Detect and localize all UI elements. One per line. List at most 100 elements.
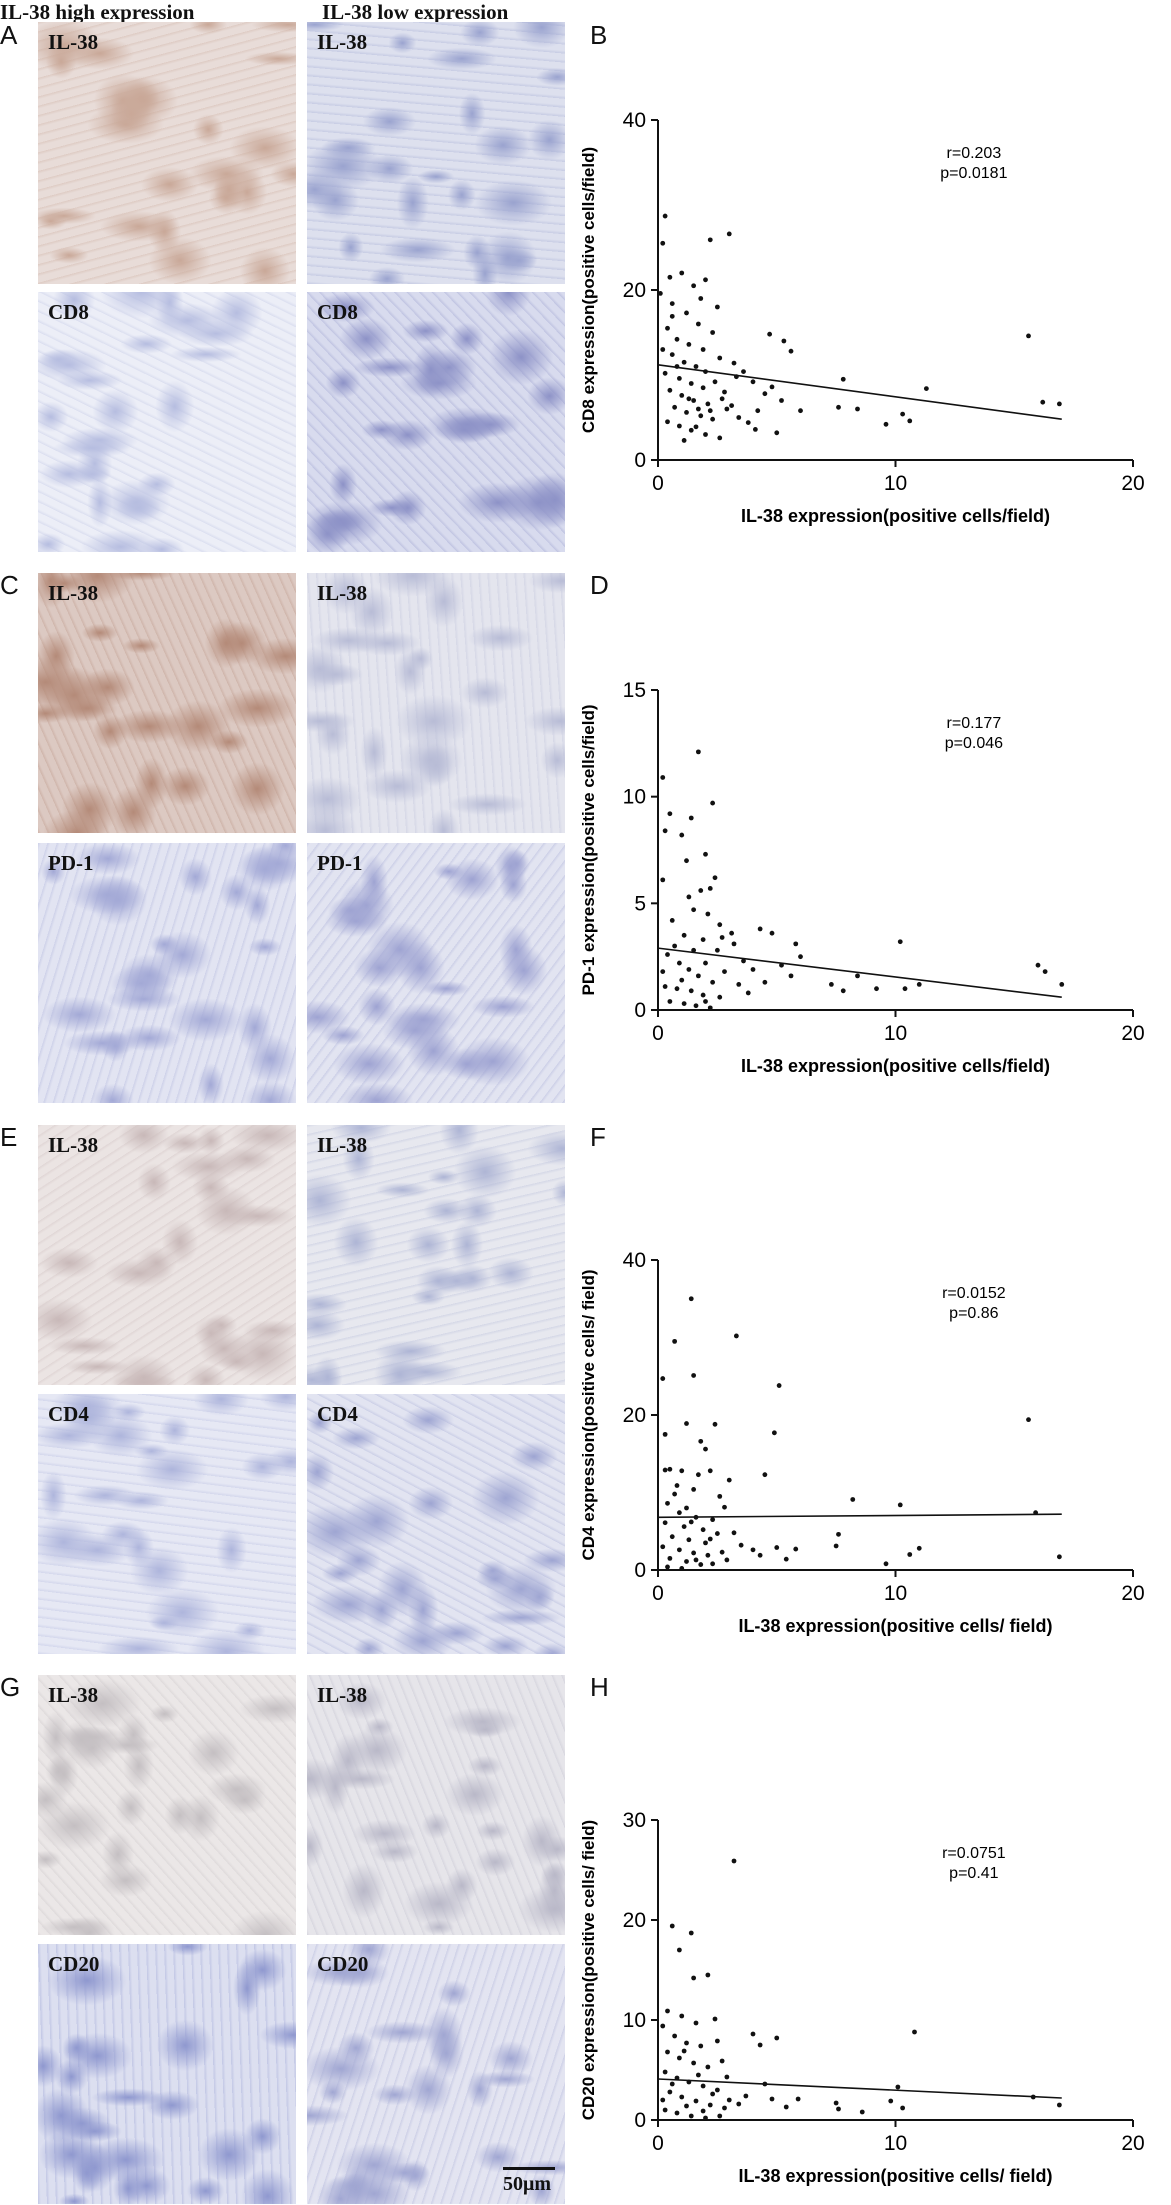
data-point xyxy=(674,1483,680,1488)
data-point xyxy=(667,811,673,817)
data-point xyxy=(686,1537,692,1543)
micrograph-label: IL-38 xyxy=(317,30,368,54)
data-point xyxy=(1056,2102,1062,2108)
data-point xyxy=(679,393,685,398)
x-tick-label: 10 xyxy=(884,1582,907,1605)
data-point xyxy=(700,2083,706,2089)
data-point xyxy=(672,1338,678,1344)
stat-label: p=0.0181 xyxy=(940,165,1007,182)
data-point xyxy=(779,398,784,403)
data-point xyxy=(662,984,668,989)
data-point xyxy=(705,2064,711,2070)
data-point xyxy=(660,877,666,883)
data-point xyxy=(672,2033,678,2039)
data-point xyxy=(726,1477,732,1483)
panel-letter-e: E xyxy=(0,1122,18,1152)
data-point xyxy=(707,237,713,243)
data-point xyxy=(900,411,906,417)
data-point xyxy=(707,1536,713,1542)
data-point xyxy=(681,2048,687,2054)
data-point xyxy=(714,304,720,310)
data-point xyxy=(731,1858,737,1864)
micrograph-label: CD20 xyxy=(48,1952,100,1976)
data-point xyxy=(741,958,746,964)
data-point xyxy=(700,2108,706,2114)
micrograph-label: IL-38 xyxy=(48,1683,99,1707)
panel-letter-b: B xyxy=(590,20,608,50)
data-point xyxy=(798,408,803,414)
y-tick-label: 5 xyxy=(634,892,646,915)
data-point xyxy=(705,401,711,407)
x-tick-label: 20 xyxy=(1121,1582,1144,1605)
data-point xyxy=(693,1557,699,1563)
y-tick-label: 20 xyxy=(623,279,646,302)
y-axis-label: PD-1 expression(positive cells/field) xyxy=(579,705,598,996)
data-point xyxy=(722,969,727,974)
data-point xyxy=(895,2084,901,2090)
data-point xyxy=(684,410,689,415)
data-point xyxy=(855,406,860,412)
data-point xyxy=(738,1542,744,1548)
data-point xyxy=(695,749,701,755)
x-axis-label: IL-38 expression(positive cells/field) xyxy=(741,506,1050,526)
data-point xyxy=(700,992,706,998)
micrograph-a-low-il38: IL-38 xyxy=(307,22,565,284)
data-point xyxy=(795,2096,801,2102)
data-point xyxy=(902,986,908,992)
y-tick-label: 15 xyxy=(623,679,646,702)
data-point xyxy=(703,960,708,966)
micrograph-c-low-il38: IL-38 xyxy=(307,573,565,833)
data-point xyxy=(688,1296,694,1302)
y-tick-label: 0 xyxy=(634,1559,646,1582)
data-point xyxy=(743,2093,749,2099)
data-point xyxy=(691,1975,697,1981)
data-point xyxy=(745,420,751,425)
column-header-low: IL-38 low expression xyxy=(322,0,509,24)
data-point xyxy=(912,2029,917,2035)
micrograph-a-high-cd8: CD8 xyxy=(38,292,296,552)
data-point xyxy=(729,403,735,408)
micrograph-g-low-il38: IL-38 xyxy=(307,1675,565,1935)
data-point xyxy=(674,2075,680,2081)
stat-label: r=0.203 xyxy=(947,145,1002,162)
data-point xyxy=(660,1544,666,1550)
data-point xyxy=(717,2113,723,2119)
data-point xyxy=(691,907,697,913)
data-point xyxy=(874,986,879,992)
micrograph-label: IL-38 xyxy=(317,581,368,605)
data-point xyxy=(667,999,673,1004)
data-point xyxy=(710,1561,716,1567)
data-point xyxy=(840,376,846,382)
data-point xyxy=(676,376,682,381)
data-point xyxy=(681,359,687,365)
data-point xyxy=(1059,982,1065,987)
micrograph-e-low-il38: IL-38 xyxy=(307,1125,565,1385)
data-point xyxy=(774,1545,780,1550)
data-point xyxy=(693,1514,699,1520)
data-point xyxy=(703,1540,708,1546)
micrograph-label: IL-38 xyxy=(48,1133,99,1157)
data-point xyxy=(695,321,701,327)
regression-line xyxy=(657,1513,1062,1519)
data-point xyxy=(660,969,666,974)
micrograph-c-low-pd1: PD-1 xyxy=(307,843,565,1103)
data-point xyxy=(712,875,718,881)
data-point xyxy=(684,1559,689,1564)
data-point xyxy=(672,1491,678,1497)
data-point xyxy=(710,979,716,985)
data-point xyxy=(688,988,694,994)
data-point xyxy=(717,1493,723,1499)
data-point xyxy=(681,1524,687,1529)
x-axis-label: IL-38 expression(positive cells/ field) xyxy=(738,2166,1052,2186)
micrograph-label: CD20 xyxy=(317,1952,369,1976)
data-point xyxy=(714,947,720,953)
data-point xyxy=(762,2081,768,2087)
data-point xyxy=(698,2043,704,2049)
micrograph-label: CD8 xyxy=(317,300,358,324)
micrograph-label: PD-1 xyxy=(317,851,363,875)
x-tick-label: 10 xyxy=(884,472,907,495)
data-point xyxy=(714,2038,720,2044)
data-point xyxy=(667,1466,673,1472)
data-point xyxy=(662,2069,668,2075)
data-point xyxy=(669,313,675,319)
